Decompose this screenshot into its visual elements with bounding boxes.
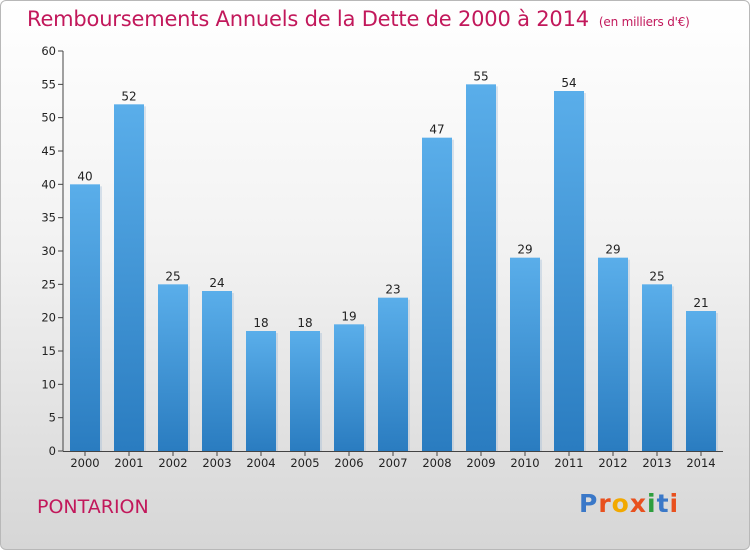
bar-value-label: 54 (561, 76, 576, 90)
y-tick-label: 0 (49, 444, 56, 458)
bar (422, 137, 452, 451)
x-tick-label: 2013 (642, 456, 671, 470)
x-tick-label: 2008 (422, 456, 451, 470)
x-tick-label: 2000 (70, 456, 99, 470)
y-tick-label: 30 (41, 244, 56, 258)
chart-title: Remboursements Annuels de la Dette de 20… (27, 7, 690, 31)
logo-letter: o (611, 489, 630, 518)
y-tick-label: 5 (49, 411, 56, 425)
bar (70, 184, 100, 452)
y-tick-label: 40 (41, 177, 56, 191)
bar (378, 297, 408, 451)
chart-title-text: Remboursements Annuels de la Dette de 20… (27, 7, 589, 31)
bar (202, 291, 232, 451)
bar-value-label: 52 (121, 89, 136, 103)
x-tick-label: 2011 (554, 456, 583, 470)
x-tick-label: 2006 (334, 456, 363, 470)
x-tick-label: 2007 (378, 456, 407, 470)
y-tick-label: 60 (41, 44, 56, 58)
x-tick-label: 2005 (290, 456, 319, 470)
bar (510, 257, 540, 451)
bar (598, 257, 628, 451)
bar-value-label: 47 (429, 123, 444, 137)
x-tick-label: 2009 (466, 456, 495, 470)
y-tick-label: 55 (41, 77, 56, 91)
y-tick-label: 20 (41, 311, 56, 325)
bar (466, 84, 496, 451)
logo-letter: i (669, 489, 680, 518)
bar-value-label: 55 (473, 69, 488, 83)
bar (334, 324, 364, 451)
bar-value-label: 18 (297, 316, 312, 330)
bar-value-label: 40 (77, 169, 92, 183)
y-tick-label: 10 (41, 377, 56, 391)
bar-value-label: 23 (385, 283, 400, 297)
bar-value-label: 25 (649, 269, 664, 283)
unit-note: (en milliers d'€) (598, 15, 690, 29)
bar (246, 331, 276, 451)
bar (554, 91, 584, 451)
bar-value-label: 25 (165, 269, 180, 283)
bar (158, 284, 188, 451)
bar (686, 311, 716, 451)
x-tick-label: 2003 (202, 456, 231, 470)
x-tick-label: 2001 (114, 456, 143, 470)
bar-value-label: 29 (517, 243, 532, 257)
bar (290, 331, 320, 451)
y-tick-label: 25 (41, 277, 56, 291)
y-tick-label: 15 (41, 344, 56, 358)
x-tick-label: 2010 (510, 456, 539, 470)
logo-letter: x (629, 489, 647, 518)
bar-value-label: 19 (341, 309, 356, 323)
bar-value-label: 21 (693, 296, 708, 310)
logo-letter: P (579, 489, 599, 518)
bar-value-label: 29 (605, 243, 620, 257)
bar-value-label: 18 (253, 316, 268, 330)
x-tick-label: 2004 (246, 456, 275, 470)
bar (114, 104, 144, 451)
x-tick-label: 2012 (598, 456, 627, 470)
logo-letter: t (656, 489, 670, 518)
y-tick-label: 45 (41, 144, 56, 158)
bar-value-label: 24 (209, 276, 224, 290)
y-tick-label: 35 (41, 211, 56, 225)
bar (642, 284, 672, 451)
x-tick-label: 2014 (686, 456, 715, 470)
logo-letter: r (598, 489, 612, 518)
place-name: PONTARION (37, 496, 149, 518)
y-tick-label: 50 (41, 111, 56, 125)
x-tick-label: 2002 (158, 456, 187, 470)
proxiti-logo: Proxiti (579, 489, 679, 518)
logo-letter: i (647, 489, 657, 518)
